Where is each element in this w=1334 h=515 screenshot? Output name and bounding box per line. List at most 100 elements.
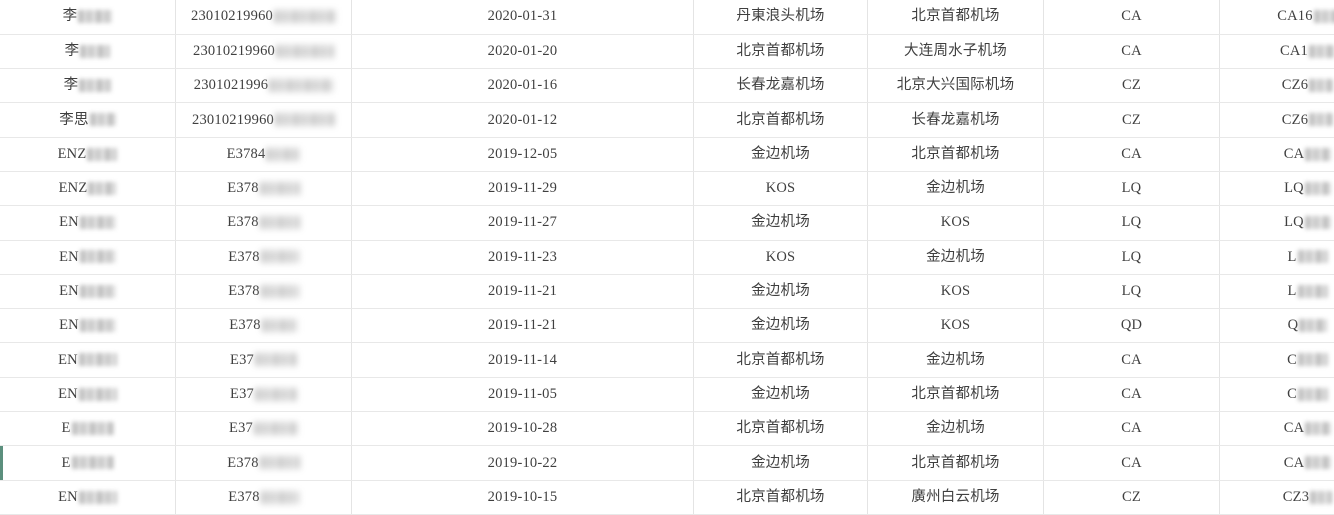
date-text: 2020-01-16 <box>488 78 558 93</box>
flight_no-text: CA1 <box>1280 44 1308 59</box>
airline-text: LQ <box>1122 181 1142 196</box>
cell-departure: 金边机场 <box>694 137 868 171</box>
departure-text: 金边机场 <box>751 147 810 162</box>
cell-arrival: 金边机场 <box>868 171 1044 205</box>
cell-flight_no: LQ <box>1220 206 1334 240</box>
cell-flight_no: CA <box>1220 446 1334 480</box>
name-text: EN <box>59 318 79 333</box>
redaction-block <box>72 456 114 469</box>
cell-flight_no: CA1 <box>1220 34 1334 68</box>
cell-date: 2019-10-28 <box>352 412 694 446</box>
date-text: 2020-01-31 <box>488 9 558 24</box>
redaction-block <box>260 456 300 469</box>
cell-airline: CZ <box>1044 480 1220 514</box>
cell-arrival: 北京首都机场 <box>868 137 1044 171</box>
cell-airline: CA <box>1044 343 1220 377</box>
redaction-block <box>276 45 334 58</box>
flight_no-text: Q <box>1288 318 1299 333</box>
cell-flight_no: CZ3 <box>1220 480 1334 514</box>
cell-id_no: 23010219960 <box>176 34 352 68</box>
id_no-text: E378 <box>228 250 259 265</box>
redaction-block <box>1314 10 1334 23</box>
flight_no-text: C <box>1287 353 1297 368</box>
cell-airline: LQ <box>1044 240 1220 274</box>
id_no-text: E378 <box>228 284 259 299</box>
cell-date: 2019-11-29 <box>352 171 694 205</box>
redaction-block <box>254 422 298 435</box>
departure-text: KOS <box>766 250 796 265</box>
id_no-text: 23010219960 <box>193 44 275 59</box>
cell-airline: CZ <box>1044 103 1220 137</box>
airline-text: CZ <box>1122 113 1141 128</box>
redaction-block <box>266 148 300 161</box>
cell-departure: 北京首都机场 <box>694 480 868 514</box>
id_no-text: E37 <box>229 421 253 436</box>
cell-id_no: 23010219960 <box>176 103 352 137</box>
cell-arrival: 金边机场 <box>868 412 1044 446</box>
flight_no-text: CA <box>1284 456 1305 471</box>
airline-text: LQ <box>1122 215 1142 230</box>
flight_no-text: CA16 <box>1277 9 1312 24</box>
airline-text: CA <box>1121 9 1142 24</box>
cell-flight_no: Q <box>1220 309 1334 343</box>
arrival-text: 廣州白云机场 <box>911 490 999 505</box>
cell-date: 2019-10-22 <box>352 446 694 480</box>
cell-departure: 北京首都机场 <box>694 412 868 446</box>
cell-name: EN <box>0 480 176 514</box>
redaction-block <box>79 388 117 401</box>
redaction-block <box>1298 353 1328 366</box>
cell-airline: LQ <box>1044 274 1220 308</box>
redaction-block <box>78 10 112 23</box>
airline-text: CZ <box>1122 490 1141 505</box>
id_no-text: 23010219960 <box>192 113 274 128</box>
redaction-block <box>80 45 110 58</box>
departure-text: 金边机场 <box>751 387 810 402</box>
airline-text: LQ <box>1122 284 1142 299</box>
cell-arrival: 北京大兴国际机场 <box>868 69 1044 103</box>
cell-airline: CA <box>1044 0 1220 34</box>
arrival-text: 北京首都机场 <box>911 147 999 162</box>
name-text: EN <box>59 284 79 299</box>
redaction-block <box>262 319 298 332</box>
cell-id_no: E37 <box>176 412 352 446</box>
cell-airline: CA <box>1044 377 1220 411</box>
redaction-block <box>72 422 114 435</box>
cell-name: EN <box>0 309 176 343</box>
redaction-block <box>1305 456 1331 469</box>
airline-text: CA <box>1121 456 1142 471</box>
name-text: 李 <box>64 78 79 93</box>
redaction-block <box>275 113 335 126</box>
name-text: 李思 <box>59 113 88 128</box>
id_no-text: E37 <box>230 387 254 402</box>
departure-text: 北京首都机场 <box>736 113 824 128</box>
date-text: 2020-01-12 <box>488 113 558 128</box>
cell-departure: 北京首都机场 <box>694 34 868 68</box>
id_no-text: E3784 <box>227 147 266 162</box>
flight_no-text: LQ <box>1284 215 1304 230</box>
redaction-block <box>88 182 116 195</box>
departure-text: 丹東浪头机场 <box>736 9 824 24</box>
arrival-text: 大连周水子机场 <box>904 44 1007 59</box>
cell-arrival: 廣州白云机场 <box>868 480 1044 514</box>
cell-date: 2019-12-05 <box>352 137 694 171</box>
cell-name: EN <box>0 274 176 308</box>
redaction-block <box>1310 491 1332 504</box>
cell-arrival: 北京首都机场 <box>868 446 1044 480</box>
cell-id_no: E378 <box>176 171 352 205</box>
cell-flight_no: CZ6 <box>1220 103 1334 137</box>
